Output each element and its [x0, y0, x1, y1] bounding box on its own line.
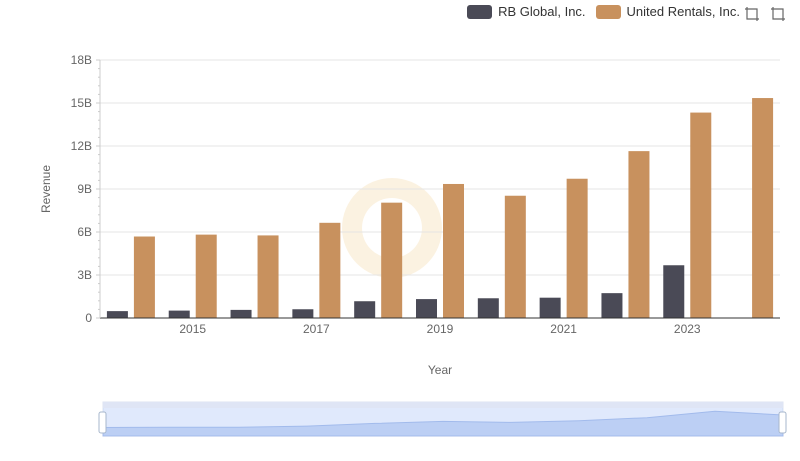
- x-axis-ticks: 2015 2017 2019 2021 2023: [179, 322, 701, 336]
- data-zoom-handle-left[interactable]: [98, 411, 107, 434]
- y-tick-label: 3B: [77, 268, 92, 282]
- legend-swatch-rb-global: [467, 4, 493, 19]
- bar-rb-global-2018[interactable]: [354, 301, 376, 318]
- x-tick-label: 2023: [674, 322, 701, 336]
- bar-united-rentals-2021[interactable]: [566, 178, 588, 318]
- bar-rb-global-2022[interactable]: [601, 293, 623, 318]
- data-zoom-icon[interactable]: [744, 6, 760, 22]
- legend-item-rb-global[interactable]: RB Global, Inc.: [467, 4, 586, 19]
- bar-united-rentals-2016[interactable]: [257, 235, 279, 318]
- toolbox: [744, 6, 786, 22]
- bar-rb-global-2016[interactable]: [230, 309, 252, 318]
- bar-united-rentals-2017[interactable]: [319, 222, 341, 318]
- bar-rb-global-2014[interactable]: [106, 311, 128, 318]
- bar-united-rentals-2014[interactable]: [133, 236, 155, 318]
- y-axis-ticks: 0 3B 6B 9B 12B 15B 18B: [71, 53, 100, 325]
- legend-label-rb-global: RB Global, Inc.: [498, 4, 586, 19]
- x-tick-label: 2019: [427, 322, 454, 336]
- bar-united-rentals-2024[interactable]: [752, 98, 774, 319]
- restore-icon[interactable]: [770, 6, 786, 22]
- legend-swatch-united-rentals: [595, 4, 621, 19]
- bar-united-rentals-2022[interactable]: [628, 151, 650, 318]
- y-tick-label: 0: [85, 311, 92, 325]
- legend-item-united-rentals[interactable]: United Rentals, Inc.: [595, 4, 740, 19]
- y-tick-label: 12B: [71, 139, 92, 153]
- y-tick-label: 18B: [71, 53, 92, 67]
- bar-rb-global-2017[interactable]: [292, 309, 314, 318]
- bar-united-rentals-2015[interactable]: [195, 234, 217, 318]
- legend: RB Global, Inc. United Rentals, Inc.: [467, 4, 740, 19]
- bar-rb-global-2020[interactable]: [477, 298, 499, 318]
- data-zoom-preview-area: [102, 410, 784, 437]
- bar-rb-global-2023[interactable]: [663, 265, 685, 318]
- bar-united-rentals-2018[interactable]: [381, 202, 403, 318]
- data-zoom-handle-right[interactable]: [778, 411, 787, 434]
- bar-united-rentals-2023[interactable]: [690, 112, 712, 318]
- y-tick-label: 9B: [77, 182, 92, 196]
- y-axis-title: Revenue: [39, 165, 53, 213]
- bar-united-rentals-2020[interactable]: [504, 195, 526, 318]
- bar-united-rentals-2019[interactable]: [443, 183, 464, 318]
- x-tick-label: 2017: [303, 322, 330, 336]
- data-zoom-slider[interactable]: [98, 401, 787, 437]
- bars: [106, 98, 774, 319]
- data-zoom-top-bar[interactable]: [103, 402, 783, 408]
- bar-rb-global-2019[interactable]: [416, 299, 437, 318]
- x-tick-label: 2015: [179, 322, 206, 336]
- legend-label-united-rentals: United Rentals, Inc.: [626, 4, 740, 19]
- y-tick-label: 6B: [77, 225, 92, 239]
- x-axis-title: Year: [428, 363, 452, 377]
- x-tick-label: 2021: [550, 322, 577, 336]
- bar-rb-global-2021[interactable]: [539, 297, 561, 318]
- data-zoom-selection: [103, 408, 783, 436]
- bar-rb-global-2015[interactable]: [168, 310, 190, 318]
- y-tick-label: 15B: [71, 96, 92, 110]
